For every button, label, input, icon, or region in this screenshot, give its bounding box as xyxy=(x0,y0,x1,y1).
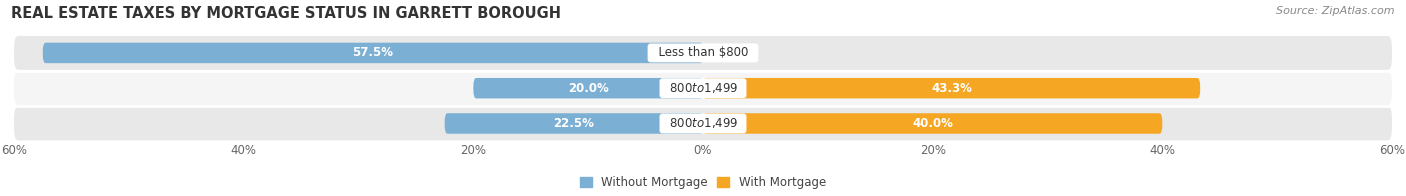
FancyBboxPatch shape xyxy=(42,43,703,63)
FancyBboxPatch shape xyxy=(14,107,1392,140)
Legend: Without Mortgage, With Mortgage: Without Mortgage, With Mortgage xyxy=(575,171,831,193)
Text: Source: ZipAtlas.com: Source: ZipAtlas.com xyxy=(1277,6,1395,16)
FancyBboxPatch shape xyxy=(703,78,1201,98)
Text: Less than $800: Less than $800 xyxy=(651,46,755,59)
FancyBboxPatch shape xyxy=(444,113,703,134)
Text: REAL ESTATE TAXES BY MORTGAGE STATUS IN GARRETT BOROUGH: REAL ESTATE TAXES BY MORTGAGE STATUS IN … xyxy=(11,6,561,21)
FancyBboxPatch shape xyxy=(474,78,703,98)
FancyBboxPatch shape xyxy=(14,71,1392,105)
Text: 22.5%: 22.5% xyxy=(554,117,595,130)
Text: 57.5%: 57.5% xyxy=(353,46,394,59)
Text: $800 to $1,499: $800 to $1,499 xyxy=(662,116,744,131)
Text: 20.0%: 20.0% xyxy=(568,82,609,95)
Text: 0.0%: 0.0% xyxy=(720,46,749,59)
FancyBboxPatch shape xyxy=(14,36,1392,70)
Text: 40.0%: 40.0% xyxy=(912,117,953,130)
Text: 43.3%: 43.3% xyxy=(931,82,972,95)
FancyBboxPatch shape xyxy=(703,113,1163,134)
Text: $800 to $1,499: $800 to $1,499 xyxy=(662,81,744,95)
